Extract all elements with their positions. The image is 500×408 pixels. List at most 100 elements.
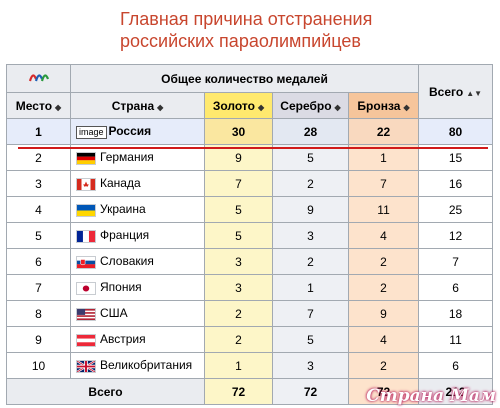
silver-cell: 3 bbox=[272, 352, 349, 379]
country-cell: Великобритания bbox=[70, 352, 205, 379]
total-cell: 16 bbox=[418, 170, 494, 197]
country-cell: Украина bbox=[70, 196, 205, 223]
total-cell: 25 bbox=[418, 196, 494, 223]
gold-cell: 5 bbox=[204, 222, 273, 249]
gold-cell: 3 bbox=[204, 248, 273, 275]
total-cell: 80 bbox=[418, 118, 494, 145]
bronze-column-header[interactable]: Бронза ◆ bbox=[347, 92, 420, 119]
uk-flag-icon bbox=[76, 359, 96, 373]
sort-icon[interactable]: ◆ bbox=[157, 102, 164, 112]
place-cell: 4 bbox=[6, 196, 71, 223]
silver-cell: 2 bbox=[272, 170, 349, 197]
place-cell: 7 bbox=[6, 274, 71, 301]
table-row: 5 Франция 5 3 4 12 bbox=[6, 222, 494, 249]
medal-table: Общее количество медалей Всего ▲▼ Место ◆ … bbox=[6, 64, 494, 405]
country-cell: США bbox=[70, 300, 205, 327]
silver-total: 72 bbox=[272, 378, 349, 405]
place-cell: 10 bbox=[6, 352, 71, 379]
bronze-cell: 7 bbox=[347, 170, 420, 197]
gold-cell: 5 bbox=[204, 196, 273, 223]
ukraine-flag-icon bbox=[76, 203, 96, 217]
highlight-underline bbox=[18, 147, 488, 149]
gold-total: 72 bbox=[204, 378, 273, 405]
bronze-cell: 22 bbox=[347, 118, 420, 145]
place-cell: 8 bbox=[6, 300, 71, 327]
bronze-cell: 4 bbox=[347, 326, 420, 353]
country-name[interactable]: США bbox=[100, 306, 128, 321]
country-name[interactable]: Великобритания bbox=[100, 358, 193, 373]
gold-column-header[interactable]: Золото ◆ bbox=[204, 92, 273, 119]
sort-icon[interactable]: ◆ bbox=[334, 102, 341, 112]
table-row: 3 Канада 7 2 7 16 bbox=[6, 170, 494, 197]
sort-icon[interactable]: ▲▼ bbox=[466, 88, 483, 98]
total-column-header[interactable]: Всего ▲▼ bbox=[418, 64, 494, 119]
gold-cell: 7 bbox=[204, 170, 273, 197]
table-row: 4 Украина 5 9 11 25 bbox=[6, 196, 494, 223]
broken-image-placeholder: image bbox=[76, 125, 107, 139]
place-cell: 9 bbox=[6, 326, 71, 353]
table-row: 1 image Россия 30 28 22 80 bbox=[6, 118, 494, 145]
japan-flag-icon bbox=[76, 281, 96, 295]
silver-cell: 28 bbox=[272, 118, 349, 145]
total-cell: 12 bbox=[418, 222, 494, 249]
sort-icon[interactable]: ◆ bbox=[257, 102, 265, 112]
bronze-cell: 2 bbox=[347, 352, 420, 379]
gold-cell: 1 bbox=[204, 352, 273, 379]
bronze-total: 72 bbox=[347, 378, 420, 405]
silver-cell: 9 bbox=[272, 196, 349, 223]
country-cell: Канада bbox=[70, 170, 205, 197]
country-name[interactable]: Германия bbox=[100, 150, 154, 165]
gold-cell: 3 bbox=[204, 274, 273, 301]
canada-flag-icon bbox=[76, 177, 96, 191]
place-cell: 5 bbox=[6, 222, 71, 249]
table-row: 6 Словакия 3 2 2 7 bbox=[6, 248, 494, 275]
total-cell: 18 bbox=[418, 300, 494, 327]
paralympic-logo-icon bbox=[28, 74, 49, 82]
title-line-2: российских параолимпийцев bbox=[120, 31, 361, 51]
page-title: Главная причина отстранения российских п… bbox=[120, 8, 460, 52]
country-name[interactable]: Япония bbox=[100, 280, 142, 295]
country-column-header[interactable]: Страна ◆ bbox=[70, 92, 205, 119]
bronze-cell: 2 bbox=[347, 274, 420, 301]
country-cell: Австрия bbox=[70, 326, 205, 353]
silver-cell: 3 bbox=[272, 222, 349, 249]
austria-flag-icon bbox=[76, 333, 96, 347]
country-cell: Япония bbox=[70, 274, 205, 301]
place-cell: 3 bbox=[6, 170, 71, 197]
country-cell: Словакия bbox=[70, 248, 205, 275]
country-name[interactable]: Словакия bbox=[100, 254, 154, 269]
bronze-cell: 11 bbox=[347, 196, 420, 223]
country-name[interactable]: Канада bbox=[100, 176, 141, 191]
gold-cell: 2 bbox=[204, 326, 273, 353]
totals-row: Всего 72 72 72 212 bbox=[6, 378, 494, 405]
silver-cell: 7 bbox=[272, 300, 349, 327]
country-name[interactable]: Австрия bbox=[100, 332, 146, 347]
france-flag-icon bbox=[76, 229, 96, 243]
germany-flag-icon bbox=[76, 151, 96, 165]
paralympic-logo-cell bbox=[6, 64, 71, 93]
silver-cell: 2 bbox=[272, 248, 349, 275]
country-name[interactable]: Украина bbox=[100, 202, 146, 217]
bronze-cell: 2 bbox=[347, 248, 420, 275]
silver-cell: 5 bbox=[272, 326, 349, 353]
silver-cell: 1 bbox=[272, 274, 349, 301]
grand-total: 212 bbox=[418, 378, 494, 405]
table-row: 9 Австрия 2 5 4 11 bbox=[6, 326, 494, 353]
title-line-1: Главная причина отстранения bbox=[120, 9, 373, 29]
country-name[interactable]: Россия bbox=[108, 124, 152, 139]
sort-icon[interactable]: ◆ bbox=[403, 102, 410, 112]
gold-cell: 30 bbox=[204, 118, 273, 145]
sort-icon[interactable]: ◆ bbox=[55, 102, 62, 112]
total-cell: 6 bbox=[418, 274, 494, 301]
slovakia-flag-icon bbox=[76, 255, 96, 269]
gold-cell: 2 bbox=[204, 300, 273, 327]
table-row: 10 Великобритания 1 3 2 6 bbox=[6, 352, 494, 379]
total-cell: 11 bbox=[418, 326, 494, 353]
table-row: 7 Япония 3 1 2 6 bbox=[6, 274, 494, 301]
country-name[interactable]: Франция bbox=[100, 228, 150, 243]
country-cell: Франция bbox=[70, 222, 205, 249]
place-column-header[interactable]: Место ◆ bbox=[6, 92, 71, 119]
silver-column-header[interactable]: Серебро ◆ bbox=[272, 92, 349, 119]
country-cell: image Россия bbox=[70, 118, 205, 145]
total-cell: 6 bbox=[418, 352, 494, 379]
